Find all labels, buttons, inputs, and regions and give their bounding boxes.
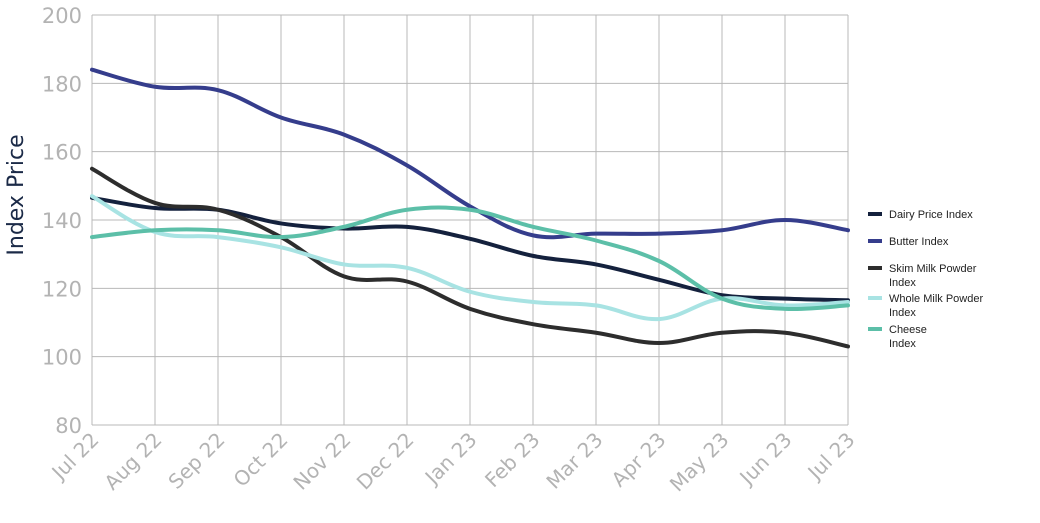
x-tick-label: Dec 22 [352, 428, 419, 495]
series-line-skim-milk-powder-index [90, 166, 850, 349]
y-axis-title: Index Price [4, 134, 29, 255]
legend: Dairy Price Index Butter Index Skim Milk P… [868, 209, 983, 350]
legend-label-cheese-index: Cheese Index [889, 324, 927, 350]
x-tick-label: Feb 23 [480, 428, 545, 493]
legend-label-skim-milk-powder-index: Skim Milk Powder Index [889, 263, 977, 289]
x-tick-label: Jun 23 [734, 428, 797, 491]
x-tick-label: Oct 22 [229, 428, 293, 492]
y-axis-ticks: 80 100 120 140 160 180 200 [42, 4, 82, 438]
series-line-cheese-index [90, 205, 850, 312]
x-tick-label: Sep 22 [163, 428, 229, 494]
series-lines [90, 67, 850, 349]
x-tick-label: Jan 23 [419, 428, 482, 491]
y-tick-label: 80 [55, 414, 82, 438]
x-tick-label: Apr 23 [607, 428, 671, 492]
y-tick-label: 140 [42, 209, 82, 233]
legend-label-butter-index: Butter Index [889, 236, 949, 248]
legend-label-whole-milk-powder-index: Whole Milk Powder Index [889, 293, 983, 319]
y-tick-label: 200 [42, 4, 82, 28]
x-tick-label: Jul 23 [802, 428, 860, 486]
x-tick-label: Nov 22 [288, 428, 355, 495]
x-tick-label: Aug 22 [99, 428, 166, 495]
x-tick-label: Mar 23 [541, 428, 607, 494]
legend-label-dairy-price-index: Dairy Price Index [889, 209, 973, 221]
x-tick-label: May 23 [665, 428, 734, 497]
grid [91, 14, 849, 426]
y-tick-label: 160 [42, 141, 82, 165]
y-tick-label: 100 [42, 346, 82, 370]
series-line-butter-index [90, 67, 850, 240]
y-tick-label: 120 [42, 277, 82, 301]
y-tick-label: 180 [42, 72, 82, 96]
